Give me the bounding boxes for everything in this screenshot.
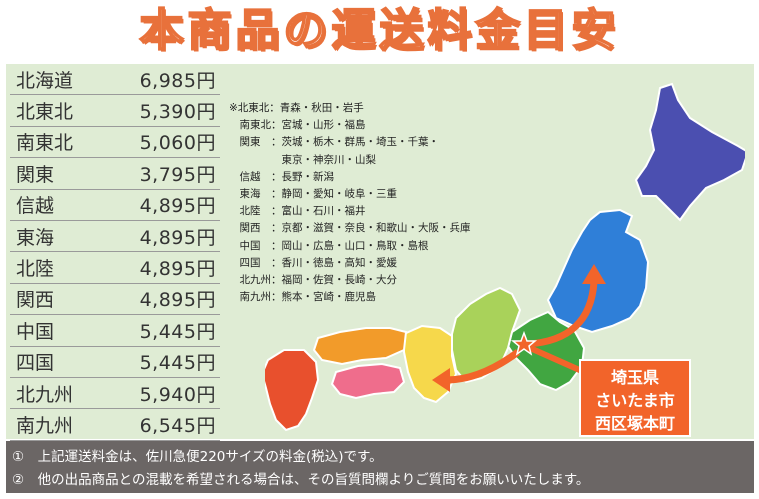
- region-note: 中国 ：岡山・広島・山口・鳥取・島根: [229, 239, 429, 252]
- rate-region: 北九州: [16, 383, 74, 406]
- rate-price: 5,390円: [139, 101, 216, 124]
- rate-price: 6,545円: [139, 414, 216, 437]
- region-kyushu: [265, 349, 320, 432]
- region-note: 北九州：福岡・佐賀・長崎・大分: [229, 274, 397, 287]
- region-note: 北陸 ：富山・石川・福井: [229, 205, 366, 218]
- rate-region: 信越: [16, 195, 55, 218]
- rate-price: 5,445円: [139, 352, 216, 375]
- region-note: 関東 ：茨城・栃木・群馬・埼玉・千葉・: [229, 136, 439, 149]
- rate-row: 中国 5,445円: [10, 315, 220, 347]
- rate-price: 6,985円: [139, 69, 216, 92]
- rate-row: 四国 5,445円: [10, 347, 220, 378]
- region-note: 信越 ：長野・新潟: [229, 170, 334, 183]
- rate-price: 4,895円: [139, 289, 216, 312]
- rate-row: 北東北 5,390円: [10, 95, 220, 127]
- origin-label: 埼玉県 さいたま市 西区塚本町: [579, 359, 691, 437]
- rate-row: 信越 4,895円: [10, 190, 220, 221]
- rate-region: 南東北: [16, 132, 74, 155]
- rate-region: 北陸: [16, 258, 55, 281]
- rate-price: 5,445円: [139, 320, 216, 343]
- rate-price: 4,895円: [139, 195, 216, 218]
- arrow-north: [527, 281, 598, 348]
- rate-region: 北東北: [16, 101, 74, 124]
- region-note: 関西 ：京都・滋賀・奈良・和歌山・大阪・兵庫: [229, 222, 471, 235]
- rate-row: 関西 4,895円: [10, 284, 220, 316]
- rate-row: 北九州 5,940円: [10, 378, 220, 410]
- rate-row: 関東 3,795円: [10, 158, 220, 190]
- arrow-west-head: [432, 368, 450, 392]
- rate-price: 4,895円: [139, 258, 216, 281]
- rate-row: 北海道 6,985円: [10, 64, 220, 96]
- region-note: 東京・神奈川・山梨: [229, 153, 376, 166]
- region-note: 南九州：熊本・宮崎・鹿児島: [229, 291, 376, 304]
- rate-row: 北陸 4,895円: [10, 252, 220, 284]
- rate-price: 3,795円: [139, 163, 216, 186]
- region-notes: ※北東北：青森・秋田・岩手 南東北：宮城・山形・福島 関東 ：茨城・栃木・群馬・…: [229, 100, 471, 306]
- rate-price: 5,940円: [139, 383, 216, 406]
- arrow-west: [445, 349, 521, 384]
- footer-note: ① 上記運送料金は、佐川急便220サイズの料金(税込)です。: [12, 449, 383, 465]
- origin-star-icon: [510, 330, 538, 356]
- rate-region: 関西: [16, 289, 55, 312]
- rate-region: 東海: [16, 226, 55, 249]
- footer-notes: ① 上記運送料金は、佐川急便220サイズの料金(税込)です。 ② 他の出品商品と…: [6, 441, 754, 493]
- japan-map: [265, 82, 745, 432]
- page-title: 本商品の運送料金目安: [139, 4, 620, 57]
- region-shikoku: [330, 362, 406, 400]
- rate-region: 南九州: [16, 414, 74, 437]
- origin-city: さいたま市: [595, 391, 675, 410]
- footer-note: ② 他の出品商品との混載を希望される場合は、その旨質問欄よりご質問をお願いいたし…: [12, 472, 590, 488]
- rate-price: 5,060円: [139, 132, 216, 155]
- region-note: ※北東北：青森・秋田・岩手: [229, 102, 364, 114]
- region-note: 南東北：宮城・山形・福島: [229, 119, 366, 132]
- rate-row: 南九州 6,545円: [10, 409, 220, 441]
- arrow-north-head: [582, 264, 606, 284]
- rate-price: 4,895円: [139, 226, 216, 249]
- region-note: 四国 ：香川・徳島・高知・愛媛: [229, 256, 397, 269]
- rate-region: 関東: [16, 163, 55, 186]
- rate-table: 北海道 6,985円 北東北 5,390円 南東北 5,060円 関東 3,795円 信…: [10, 64, 220, 441]
- origin-town: 西区塚本町: [594, 414, 675, 433]
- region-chugoku: [312, 327, 408, 366]
- origin-prefecture: 埼玉県: [610, 368, 659, 387]
- region-note: 東海 ：静岡・愛知・岐阜・三重: [229, 188, 397, 201]
- rate-row: 南東北 5,060円: [10, 127, 220, 159]
- rate-region: 北海道: [16, 69, 74, 92]
- rate-region: 四国: [16, 352, 55, 375]
- rate-row: 東海 4,895円: [10, 221, 220, 253]
- rate-region: 中国: [16, 320, 55, 343]
- arrow-origin: [528, 345, 586, 375]
- region-hokkaido: [634, 82, 745, 222]
